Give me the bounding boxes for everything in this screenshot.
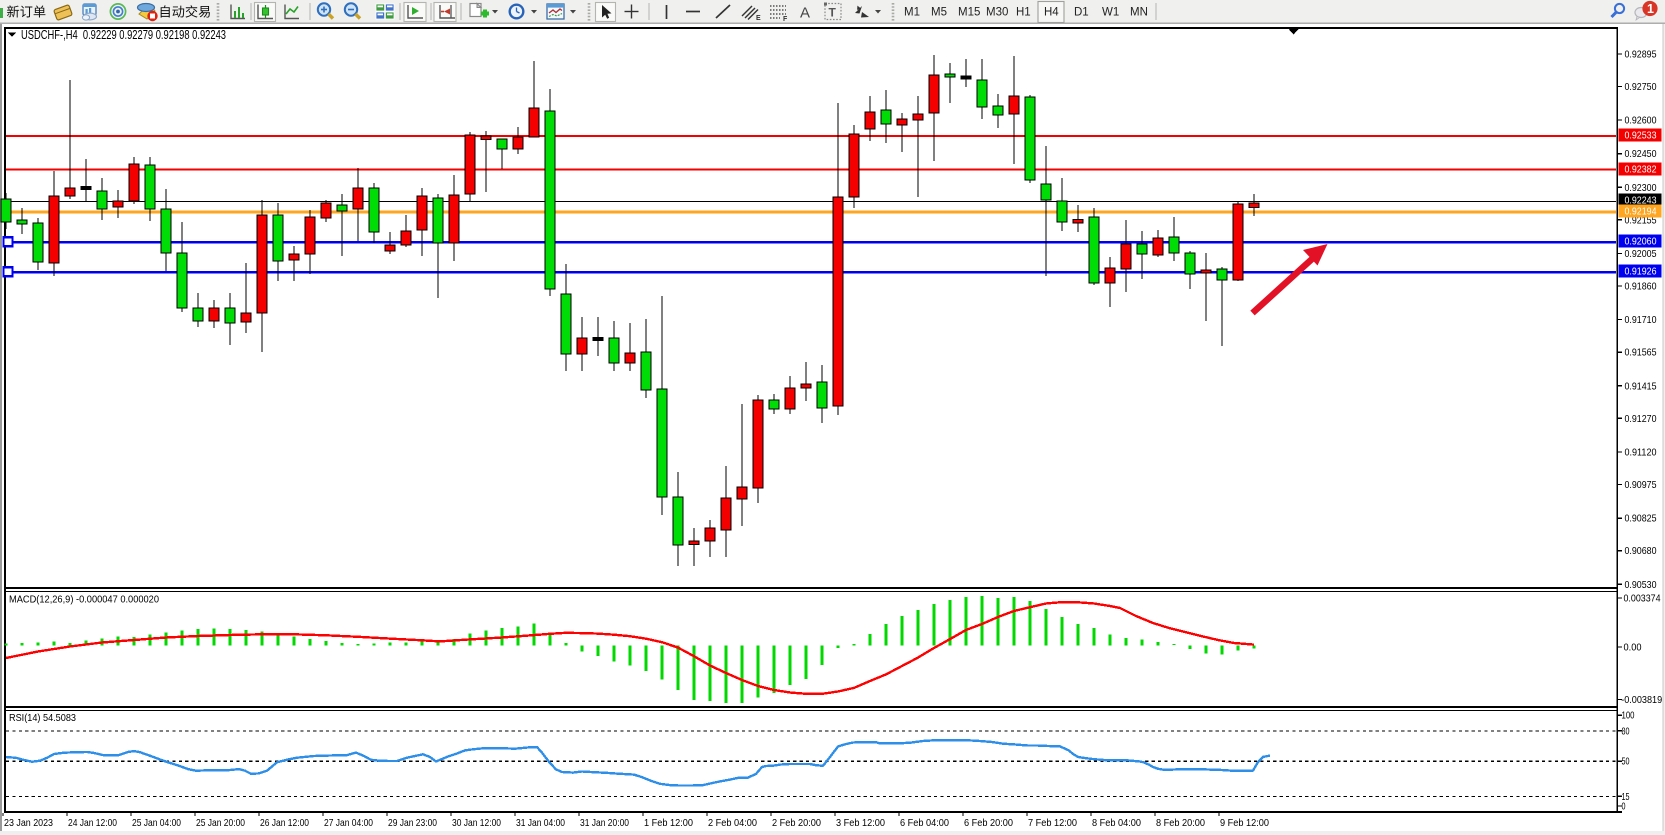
svg-text:31 Jan 20:00: 31 Jan 20:00 — [580, 817, 629, 829]
svg-text:M1: M1 — [904, 7, 920, 19]
svg-text:W1: W1 — [1102, 7, 1119, 19]
svg-text:0.92382: 0.92382 — [1625, 163, 1657, 175]
svg-text:RSI(14) 54.5083: RSI(14) 54.5083 — [9, 712, 76, 724]
svg-text:MACD(12,26,9) -0.000047 0.0000: MACD(12,26,9) -0.000047 0.000020 — [9, 594, 159, 606]
svg-text:15: 15 — [1622, 791, 1630, 803]
svg-text:M5: M5 — [931, 7, 947, 19]
svg-text:0.92895: 0.92895 — [1625, 49, 1657, 61]
svg-text:0.003374: 0.003374 — [1624, 592, 1661, 604]
svg-text:50: 50 — [1622, 756, 1630, 768]
svg-text:USDCHF-,H4 0.92229 0.92279 0.: USDCHF-,H4 0.92229 0.92279 0.92198 0.922… — [21, 28, 226, 42]
svg-text:0.92533: 0.92533 — [1625, 130, 1657, 142]
svg-text:0: 0 — [1622, 800, 1626, 812]
svg-text:0.92450: 0.92450 — [1625, 148, 1657, 160]
svg-text:8 Feb 04:00: 8 Feb 04:00 — [1092, 817, 1141, 829]
svg-text:0.90530: 0.90530 — [1625, 579, 1657, 591]
svg-text:7 Feb 12:00: 7 Feb 12:00 — [1028, 817, 1077, 829]
svg-text:6 Feb 20:00: 6 Feb 20:00 — [964, 817, 1013, 829]
svg-text:-0.003819: -0.003819 — [1621, 694, 1662, 706]
svg-text:2 Feb 20:00: 2 Feb 20:00 — [772, 817, 821, 829]
svg-text:2 Feb 04:00: 2 Feb 04:00 — [708, 817, 757, 829]
svg-text:0.92600: 0.92600 — [1625, 115, 1657, 127]
svg-text:100: 100 — [1622, 710, 1635, 722]
svg-text:0.91565: 0.91565 — [1625, 347, 1657, 359]
svg-text:25 Jan 20:00: 25 Jan 20:00 — [196, 817, 245, 829]
svg-text:0.91926: 0.91926 — [1625, 266, 1657, 278]
svg-text:0.90975: 0.90975 — [1625, 479, 1657, 491]
svg-text:0.90680: 0.90680 — [1625, 545, 1657, 557]
svg-text:A: A — [800, 5, 810, 22]
svg-text:H4: H4 — [1044, 7, 1059, 19]
svg-text:0.92194: 0.92194 — [1625, 206, 1657, 218]
svg-text:3 Feb 12:00: 3 Feb 12:00 — [836, 817, 885, 829]
svg-text:E: E — [756, 15, 761, 22]
svg-text:24 Jan 12:00: 24 Jan 12:00 — [68, 817, 117, 829]
svg-text:0.00: 0.00 — [1624, 642, 1642, 654]
svg-text:26 Jan 12:00: 26 Jan 12:00 — [260, 817, 309, 829]
svg-text:27 Jan 04:00: 27 Jan 04:00 — [324, 817, 373, 829]
svg-text:0.90825: 0.90825 — [1625, 513, 1657, 525]
svg-text:1 Feb 12:00: 1 Feb 12:00 — [644, 817, 693, 829]
svg-text:29 Jan 23:00: 29 Jan 23:00 — [388, 817, 437, 829]
svg-text:0.92750: 0.92750 — [1625, 81, 1657, 93]
svg-text:0.91120: 0.91120 — [1625, 447, 1657, 459]
svg-text:0.92243: 0.92243 — [1625, 195, 1657, 207]
svg-text:M15: M15 — [958, 7, 980, 19]
svg-text:1: 1 — [1647, 2, 1654, 16]
svg-text:30 Jan 12:00: 30 Jan 12:00 — [452, 817, 501, 829]
svg-text:9 Feb 12:00: 9 Feb 12:00 — [1220, 817, 1269, 829]
svg-text:8 Feb 20:00: 8 Feb 20:00 — [1156, 817, 1205, 829]
svg-text:D1: D1 — [1074, 7, 1089, 19]
svg-text:31 Jan 04:00: 31 Jan 04:00 — [516, 817, 565, 829]
svg-text:0.91860: 0.91860 — [1625, 281, 1657, 293]
svg-text:80: 80 — [1622, 725, 1630, 737]
svg-text:6 Feb 04:00: 6 Feb 04:00 — [900, 817, 949, 829]
svg-text:25 Jan 04:00: 25 Jan 04:00 — [132, 817, 181, 829]
svg-text:0.92005: 0.92005 — [1625, 248, 1657, 260]
svg-text:MN: MN — [1130, 7, 1148, 19]
svg-text:0.92300: 0.92300 — [1625, 182, 1657, 194]
svg-text:0.92060: 0.92060 — [1625, 236, 1657, 248]
svg-text:M30: M30 — [986, 7, 1008, 19]
svg-text:0.91710: 0.91710 — [1625, 314, 1657, 326]
svg-text:23 Jan 2023: 23 Jan 2023 — [4, 817, 53, 829]
svg-text:H1: H1 — [1016, 7, 1031, 19]
svg-text:T: T — [829, 6, 837, 20]
svg-text:0.91415: 0.91415 — [1625, 380, 1657, 392]
svg-text:0.91270: 0.91270 — [1625, 413, 1657, 425]
svg-text:F: F — [783, 16, 788, 23]
